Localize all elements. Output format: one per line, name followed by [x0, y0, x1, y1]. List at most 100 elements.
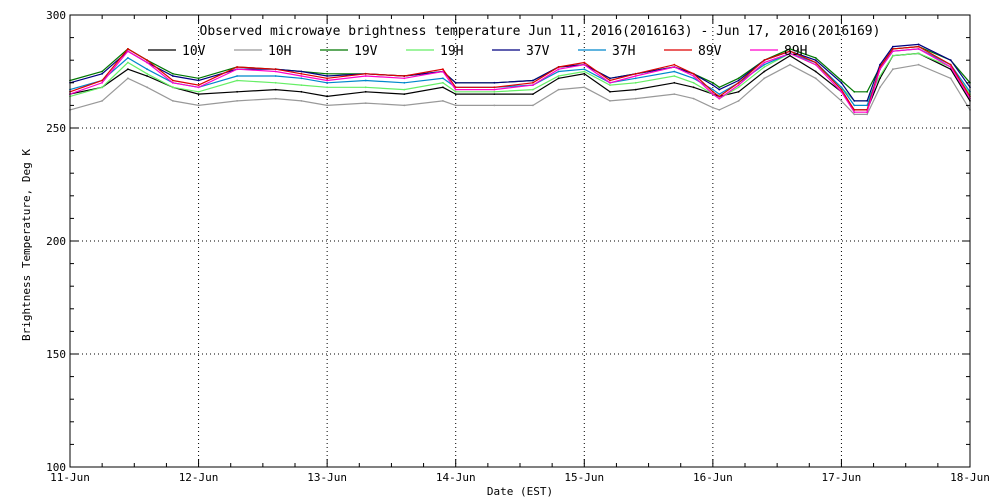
- y-tick-label: 100: [46, 461, 66, 474]
- data-point: [692, 77, 695, 80]
- series-line-10h: [69, 64, 971, 116]
- x-tick-label: 18-Jun: [950, 471, 990, 484]
- data-point: [172, 81, 174, 84]
- series-line-37h: [69, 48, 971, 107]
- data-point: [814, 77, 817, 80]
- data-point: [763, 59, 766, 62]
- data-point: [274, 88, 277, 91]
- data-point: [866, 111, 868, 114]
- legend-label: 10H: [268, 44, 291, 59]
- y-axis-label: Brightness Temperature, Deg K: [20, 149, 33, 341]
- data-point: [493, 93, 496, 95]
- data-point: [364, 72, 367, 75]
- data-point: [853, 100, 856, 102]
- data-point: [853, 90, 856, 93]
- data-point: [197, 93, 200, 95]
- data-point: [197, 104, 200, 107]
- data-point: [364, 90, 367, 93]
- data-point: [609, 90, 611, 93]
- data-point: [146, 72, 149, 75]
- data-point: [274, 75, 277, 77]
- data-point: [127, 57, 129, 59]
- data-point: [532, 79, 534, 82]
- data-point: [634, 88, 637, 91]
- data-point: [454, 104, 457, 107]
- data-point: [692, 72, 695, 75]
- data-point: [692, 75, 695, 77]
- legend-label: 37V: [526, 44, 550, 59]
- data-point: [300, 70, 303, 73]
- data-point: [127, 68, 129, 71]
- x-tick-label: 15-Jun: [564, 471, 604, 484]
- y-tick-label: 250: [46, 122, 66, 135]
- data-point: [789, 63, 791, 66]
- data-point: [493, 86, 496, 89]
- data-point: [879, 66, 881, 68]
- y-tick-label: 200: [46, 235, 66, 248]
- data-point: [274, 97, 277, 100]
- data-point: [146, 68, 149, 71]
- data-point: [673, 93, 676, 95]
- data-point: [557, 66, 560, 68]
- data-point: [892, 48, 894, 50]
- data-point: [840, 90, 843, 93]
- series-89v-group: [69, 45, 971, 111]
- data-point: [236, 90, 239, 93]
- series-lines: [69, 43, 971, 116]
- data-point: [763, 66, 766, 68]
- data-point: [814, 70, 817, 73]
- data-point: [197, 79, 200, 82]
- data-point: [532, 84, 534, 86]
- data-point: [840, 79, 843, 82]
- data-point: [692, 97, 695, 100]
- data-point: [763, 61, 766, 64]
- data-point: [917, 63, 920, 66]
- data-point: [789, 52, 791, 55]
- data-point: [172, 72, 174, 75]
- data-point: [403, 88, 406, 91]
- data-point: [609, 100, 611, 102]
- data-point: [814, 61, 817, 64]
- data-point: [718, 95, 721, 98]
- data-point: [866, 113, 868, 116]
- data-point: [712, 93, 714, 95]
- legend-item: 37H: [578, 44, 635, 59]
- data-point: [557, 75, 560, 77]
- data-point: [146, 59, 149, 62]
- data-point: [442, 70, 444, 73]
- data-point: [326, 95, 328, 98]
- x-tick-label: 14-Jun: [436, 471, 476, 484]
- data-point: [101, 72, 103, 75]
- data-point: [403, 81, 406, 84]
- data-point: [840, 100, 843, 102]
- y-tick-label: 150: [46, 348, 66, 361]
- data-point: [609, 84, 611, 86]
- data-point: [853, 109, 856, 111]
- data-point: [532, 93, 534, 95]
- data-point: [127, 77, 129, 80]
- data-point: [892, 54, 894, 57]
- data-point: [712, 90, 714, 93]
- data-point: [609, 77, 611, 80]
- data-point: [146, 61, 149, 64]
- data-point: [789, 48, 791, 50]
- data-point: [949, 63, 952, 66]
- legend-label: 89V: [698, 44, 722, 59]
- data-point: [454, 88, 457, 91]
- data-point: [101, 79, 103, 82]
- data-point: [737, 84, 740, 86]
- data-point: [583, 86, 586, 89]
- data-point: [493, 88, 496, 91]
- data-point: [454, 86, 457, 89]
- data-point: [737, 81, 740, 84]
- data-point: [442, 100, 444, 102]
- data-point: [879, 86, 881, 89]
- data-point: [493, 81, 496, 84]
- data-point: [326, 104, 328, 107]
- legend-label: 19H: [440, 44, 463, 59]
- legend-item: 89V: [664, 44, 722, 59]
- data-point: [236, 68, 239, 71]
- data-point: [172, 79, 174, 82]
- data-point: [326, 81, 328, 84]
